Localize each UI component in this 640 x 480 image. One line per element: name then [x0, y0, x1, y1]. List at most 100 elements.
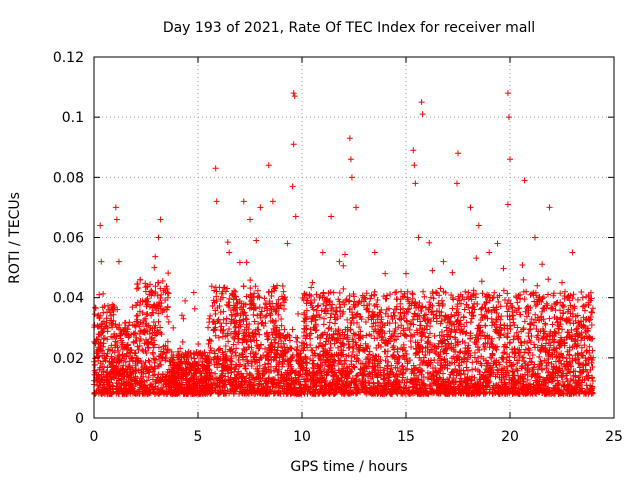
background-point [156, 358, 163, 365]
background-point [196, 390, 203, 397]
background-point [394, 333, 401, 340]
background-point [464, 293, 471, 300]
background-point [570, 377, 577, 384]
background-point [134, 312, 141, 319]
background-point [119, 372, 126, 379]
background-point [434, 376, 441, 383]
background-point [336, 298, 343, 305]
background-point [452, 336, 459, 343]
background-point [333, 351, 340, 358]
background-point [452, 390, 459, 397]
background-point [158, 300, 165, 307]
background-point [109, 383, 116, 390]
background-point [473, 339, 480, 346]
background-point [279, 282, 286, 289]
background-point [344, 324, 351, 331]
background-point [212, 332, 219, 339]
background-point [335, 336, 342, 343]
background-point [353, 358, 360, 365]
background-point [416, 322, 423, 329]
background-point [308, 330, 315, 337]
background-point [109, 305, 116, 312]
background-point [320, 321, 327, 328]
background-point [328, 353, 335, 360]
background-point [528, 389, 535, 396]
background-point [262, 313, 269, 320]
background-point [313, 312, 320, 319]
background-point [341, 251, 348, 258]
background-point [281, 326, 288, 333]
background-point [348, 379, 355, 386]
background-point [480, 379, 487, 386]
background-point [100, 343, 107, 350]
background-point [586, 299, 593, 306]
background-point [213, 293, 220, 300]
background-point [110, 388, 117, 395]
background-point [190, 372, 197, 379]
background-point [213, 298, 220, 305]
background-point [129, 321, 136, 328]
background-point [212, 284, 219, 291]
background-point [354, 386, 361, 393]
background-point [335, 327, 342, 334]
background-point [256, 376, 263, 383]
background-point [553, 349, 560, 356]
background-point [541, 377, 548, 384]
background-point [275, 296, 282, 303]
background-point [449, 269, 456, 276]
background-point [546, 315, 553, 322]
background-point [268, 288, 275, 295]
background-point [275, 311, 282, 318]
background-point [195, 359, 202, 366]
background-point [258, 342, 265, 349]
background-point [384, 320, 391, 327]
background-point [426, 349, 433, 356]
background-point [497, 303, 504, 310]
background-point [235, 371, 242, 378]
background-point [269, 332, 276, 339]
background-point [296, 353, 303, 360]
background-point [502, 383, 509, 390]
background-point [438, 332, 445, 339]
background-point [395, 378, 402, 385]
background-point [377, 319, 384, 326]
background-point [141, 340, 148, 347]
background-point [397, 300, 404, 307]
background-point [488, 315, 495, 322]
background-point [376, 329, 383, 336]
background-point [493, 361, 500, 368]
background-point [508, 303, 515, 310]
background-point [120, 376, 127, 383]
background-point [335, 376, 342, 383]
background-point [500, 355, 507, 362]
background-point [589, 347, 596, 354]
background-point [136, 337, 143, 344]
background-point [219, 372, 226, 379]
background-point [437, 285, 444, 292]
background-point [94, 348, 101, 355]
background-point [495, 298, 502, 305]
background-point [469, 366, 476, 373]
background-point [515, 335, 522, 342]
background-point [135, 321, 142, 328]
background-point [375, 342, 382, 349]
background-point [421, 325, 428, 332]
background-point [142, 370, 149, 377]
background-point [232, 361, 239, 368]
background-point [212, 376, 219, 383]
background-point [116, 377, 123, 384]
background-point [150, 309, 157, 316]
background-point [118, 343, 125, 350]
background-point [366, 351, 373, 358]
background-point [347, 319, 354, 326]
background-point [444, 390, 451, 397]
background-point [331, 340, 338, 347]
background-point [165, 270, 172, 277]
background-point [554, 377, 561, 384]
background-point [585, 292, 592, 299]
background-point [450, 378, 457, 385]
background-point [310, 324, 317, 331]
background-point [157, 285, 164, 292]
background-point [414, 339, 421, 346]
